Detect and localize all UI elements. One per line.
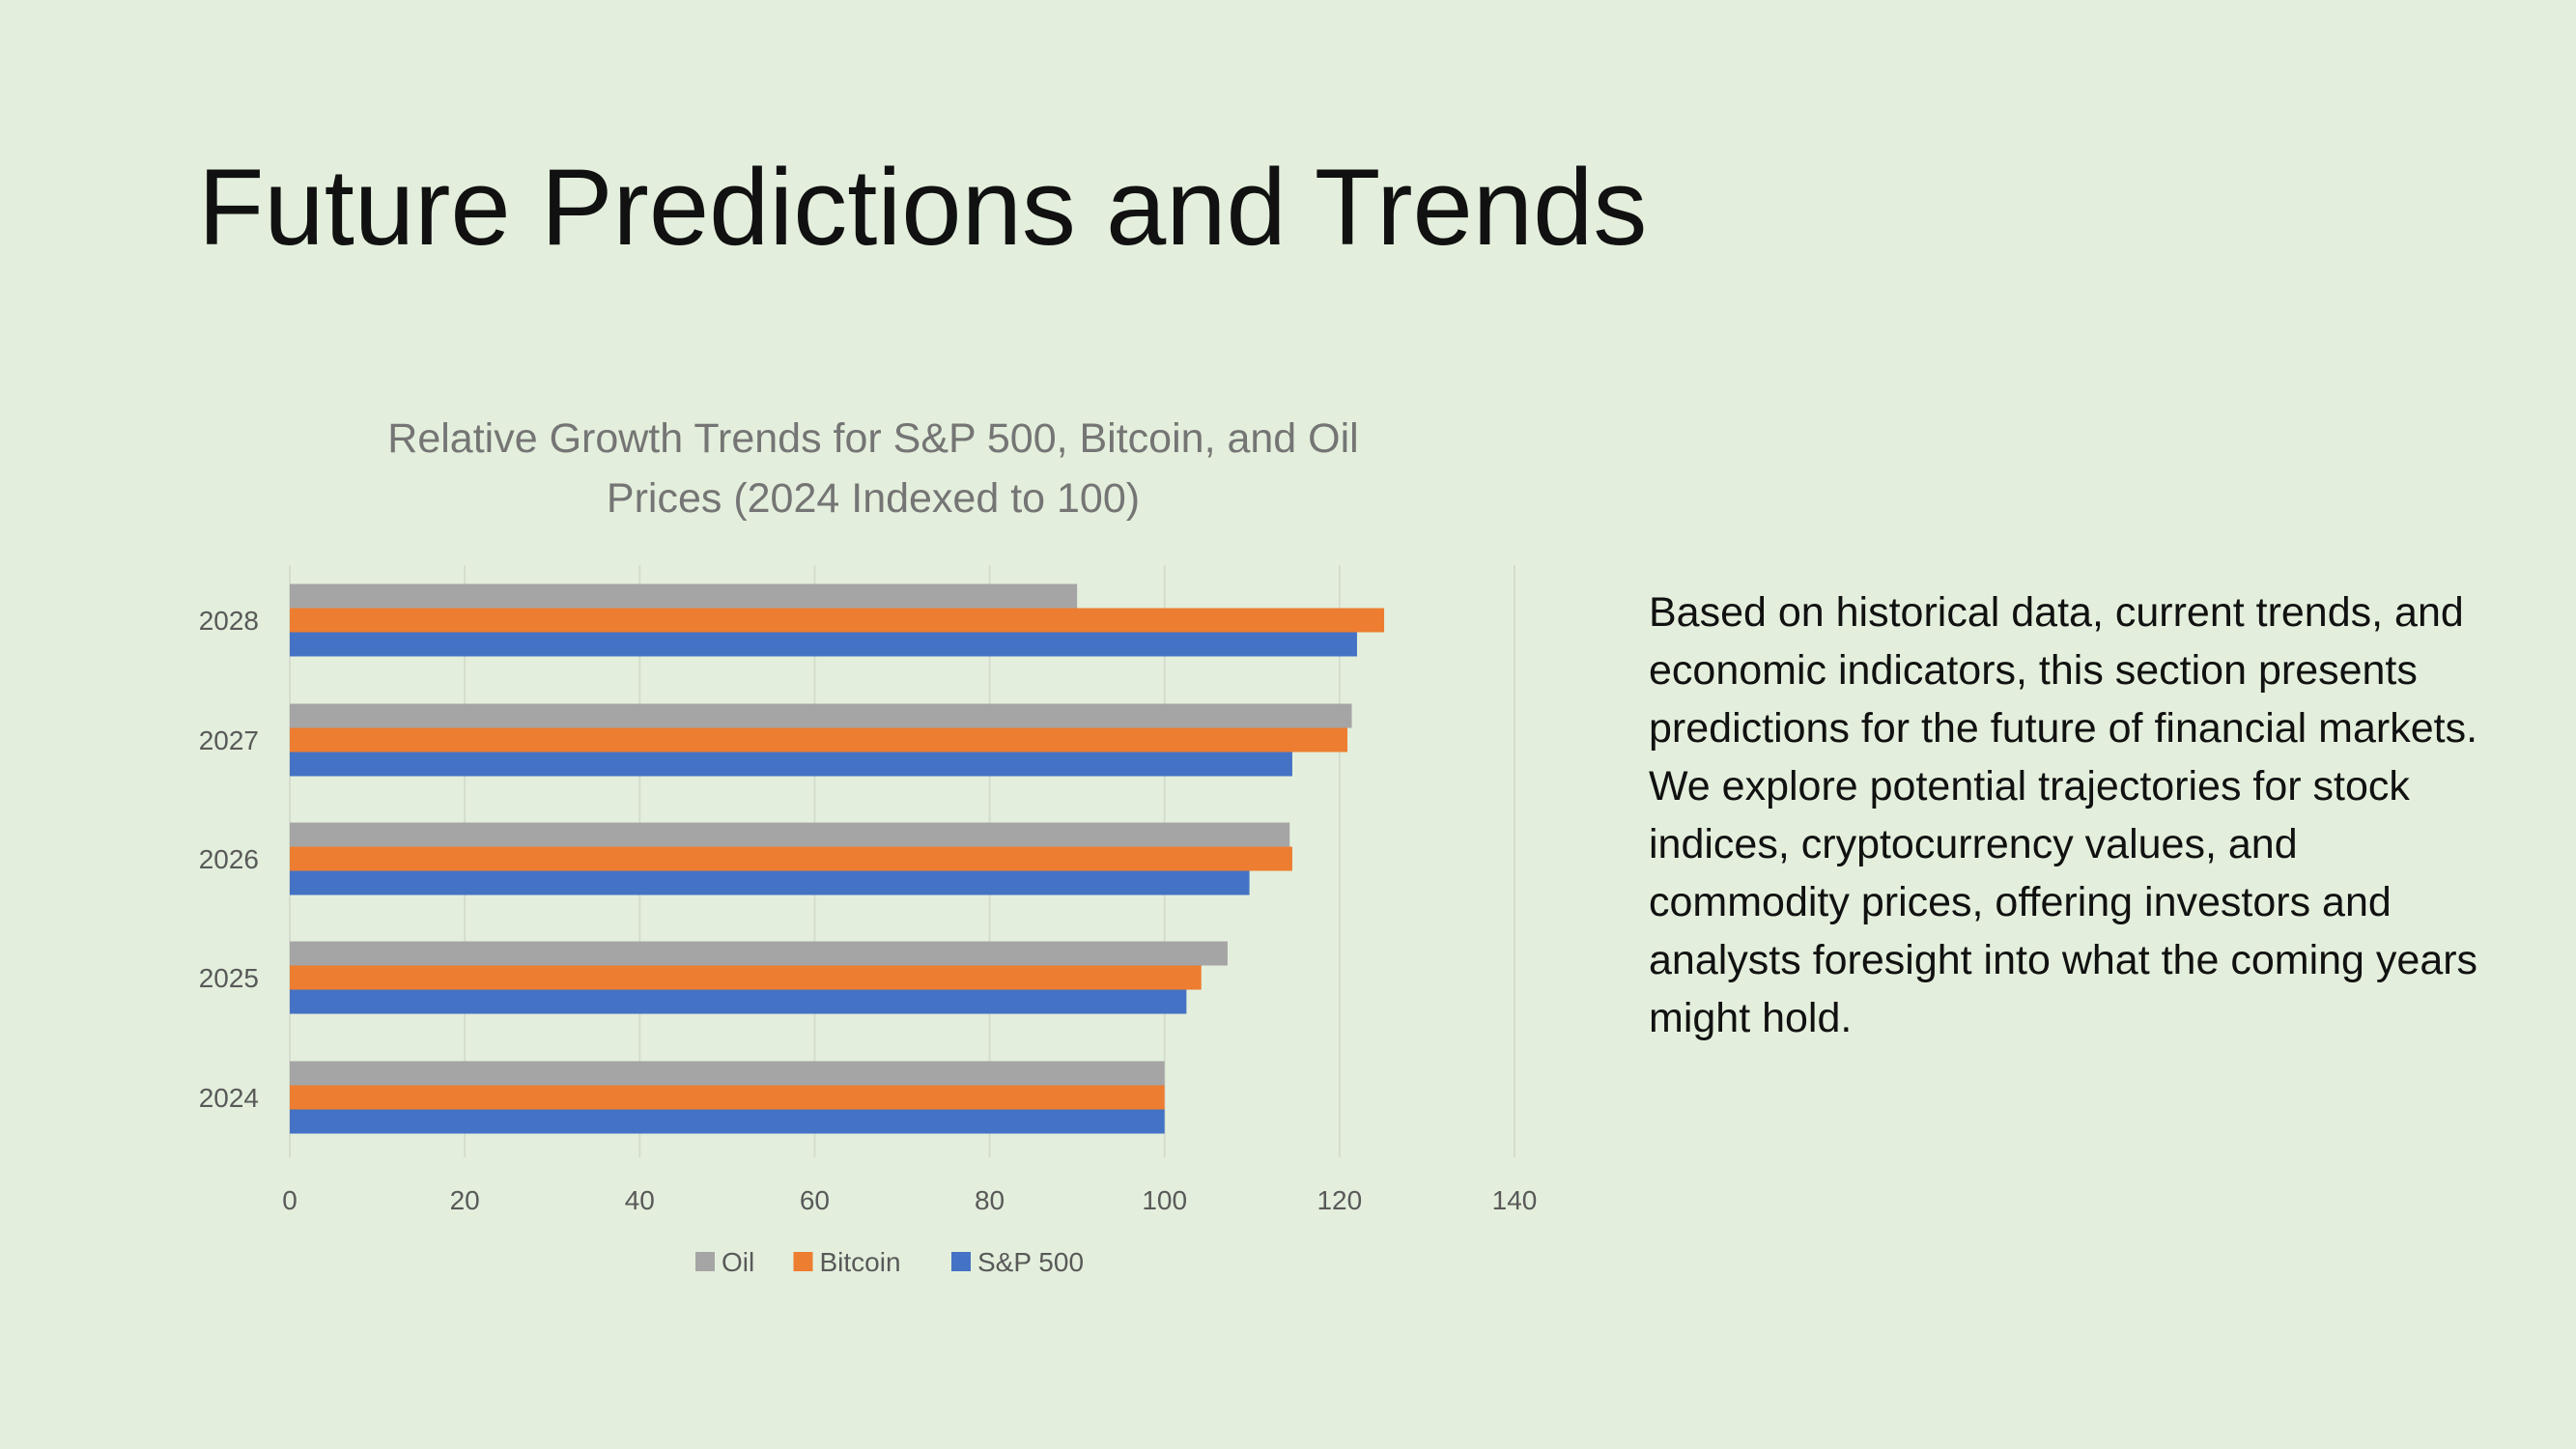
bar-bitcoin-2025	[290, 965, 1202, 990]
y-tick-label: 2027	[199, 725, 259, 755]
bar-s-p-500-2028	[290, 632, 1357, 657]
bar-bitcoin-2027	[290, 727, 1348, 753]
legend-label-s-p-500: S&P 500	[977, 1247, 1084, 1277]
x-tick-label: 60	[800, 1185, 830, 1215]
legend-swatch-oil	[695, 1252, 715, 1271]
bar-s-p-500-2027	[290, 752, 1292, 777]
bar-s-p-500-2025	[290, 989, 1187, 1014]
x-tick-label: 20	[450, 1185, 480, 1215]
bar-oil-2024	[290, 1061, 1165, 1086]
bar-oil-2025	[290, 941, 1228, 966]
bar-bitcoin-2024	[290, 1085, 1165, 1110]
slide-body-text: Based on historical data, current trends…	[1649, 589, 2478, 1041]
x-tick-label: 120	[1316, 1185, 1362, 1215]
y-tick-label: 2025	[199, 963, 259, 993]
legend-label-bitcoin: Bitcoin	[820, 1247, 901, 1277]
x-tick-label: 100	[1142, 1185, 1187, 1215]
bar-bitcoin-2026	[290, 846, 1292, 871]
chart-title-line-1: Relative Growth Trends for S&P 500, Bitc…	[387, 415, 1358, 462]
y-tick-label: 2024	[199, 1083, 259, 1113]
bar-s-p-500-2026	[290, 870, 1250, 895]
x-tick-label: 80	[975, 1185, 1005, 1215]
x-tick-label: 140	[1492, 1185, 1538, 1215]
y-tick-label: 2028	[199, 606, 259, 636]
x-tick-label: 0	[282, 1185, 297, 1215]
legend-swatch-bitcoin	[793, 1252, 813, 1271]
legend-label-oil: Oil	[722, 1247, 754, 1277]
slide-title: Future Predictions and Trends	[198, 147, 1648, 268]
bar-bitcoin-2028	[290, 608, 1385, 633]
bar-oil-2026	[290, 822, 1290, 847]
x-tick-label: 40	[625, 1185, 655, 1215]
chart-title-line-2: Prices (2024 Indexed to 100)	[607, 475, 1140, 522]
legend-swatch-s-p-500	[951, 1252, 971, 1271]
y-tick-label: 2026	[199, 844, 259, 874]
bar-oil-2028	[290, 583, 1078, 609]
bar-oil-2027	[290, 703, 1352, 728]
bar-s-p-500-2024	[290, 1109, 1165, 1134]
